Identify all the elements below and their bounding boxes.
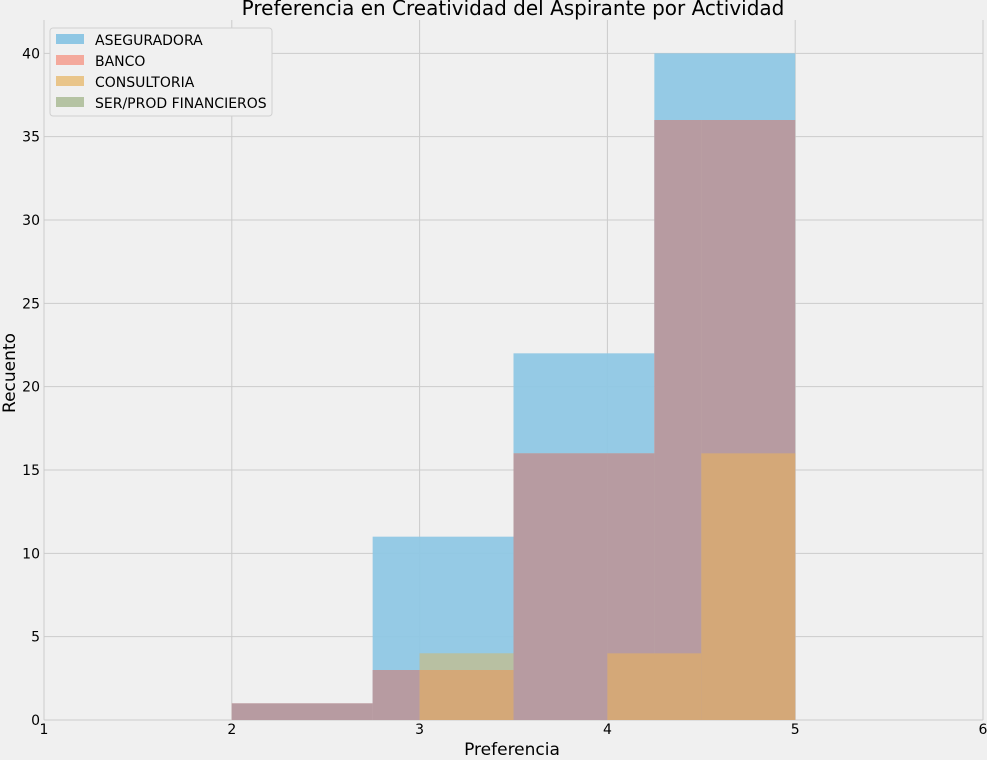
legend-label-consultoria: CONSULTORIA — [95, 75, 195, 91]
x-tick-label: 5 — [791, 722, 800, 738]
overlap-bar-1 — [372, 670, 420, 720]
overlap-bar-0 — [231, 703, 373, 720]
x-tick-label: 1 — [40, 722, 49, 738]
y-tick-label: 0 — [31, 713, 40, 729]
legend-label-banco: BANCO — [95, 54, 145, 70]
bars-layer — [231, 53, 796, 721]
legend-box — [49, 27, 273, 117]
overlap-bar-7 — [607, 653, 702, 720]
overlap-bar-2 — [513, 453, 608, 720]
x-tick-label: 4 — [603, 722, 612, 738]
overlap-bar-4 — [654, 120, 702, 720]
legend-swatch-aseguradora — [56, 34, 84, 44]
y-axis-title: Recuento — [0, 333, 20, 413]
legend-label-ser-prod-financieros: SER/PROD FINANCIEROS — [95, 96, 267, 112]
overlap-bar-9 — [419, 653, 514, 670]
chart-title: Preferencia en Creatividad del Aspirante… — [242, 0, 785, 20]
x-axis-title: Preferencia — [464, 740, 560, 760]
legend-swatch-consultoria — [56, 76, 84, 86]
legend-swatch-ser-prod-financieros — [56, 97, 84, 107]
legend-swatch-banco — [56, 55, 84, 65]
overlap-color-layer — [231, 120, 796, 720]
y-tick-label: 5 — [31, 630, 40, 646]
y-tick-label: 30 — [22, 213, 40, 229]
ticks-layer: 1 2 3 4 5 6 0 5 10 15 20 25 30 35 40 — [22, 46, 987, 738]
y-tick-label: 15 — [22, 463, 40, 479]
y-tick-label: 10 — [22, 546, 40, 562]
legend-label-aseguradora: ASEGURADORA — [95, 33, 203, 49]
x-tick-label: 2 — [227, 722, 236, 738]
overlap-bar-6 — [419, 670, 514, 720]
y-tick-label: 25 — [22, 296, 40, 312]
y-tick-label: 20 — [22, 380, 40, 396]
x-tick-label: 3 — [415, 722, 424, 738]
x-tick-label: 6 — [979, 722, 987, 738]
legend: ASEGURADORA BANCO CONSULTORIA SER/PROD F… — [49, 27, 273, 117]
y-tick-label: 40 — [22, 46, 40, 62]
y-tick-label: 35 — [22, 130, 40, 146]
overlap-bar-8 — [701, 453, 796, 720]
